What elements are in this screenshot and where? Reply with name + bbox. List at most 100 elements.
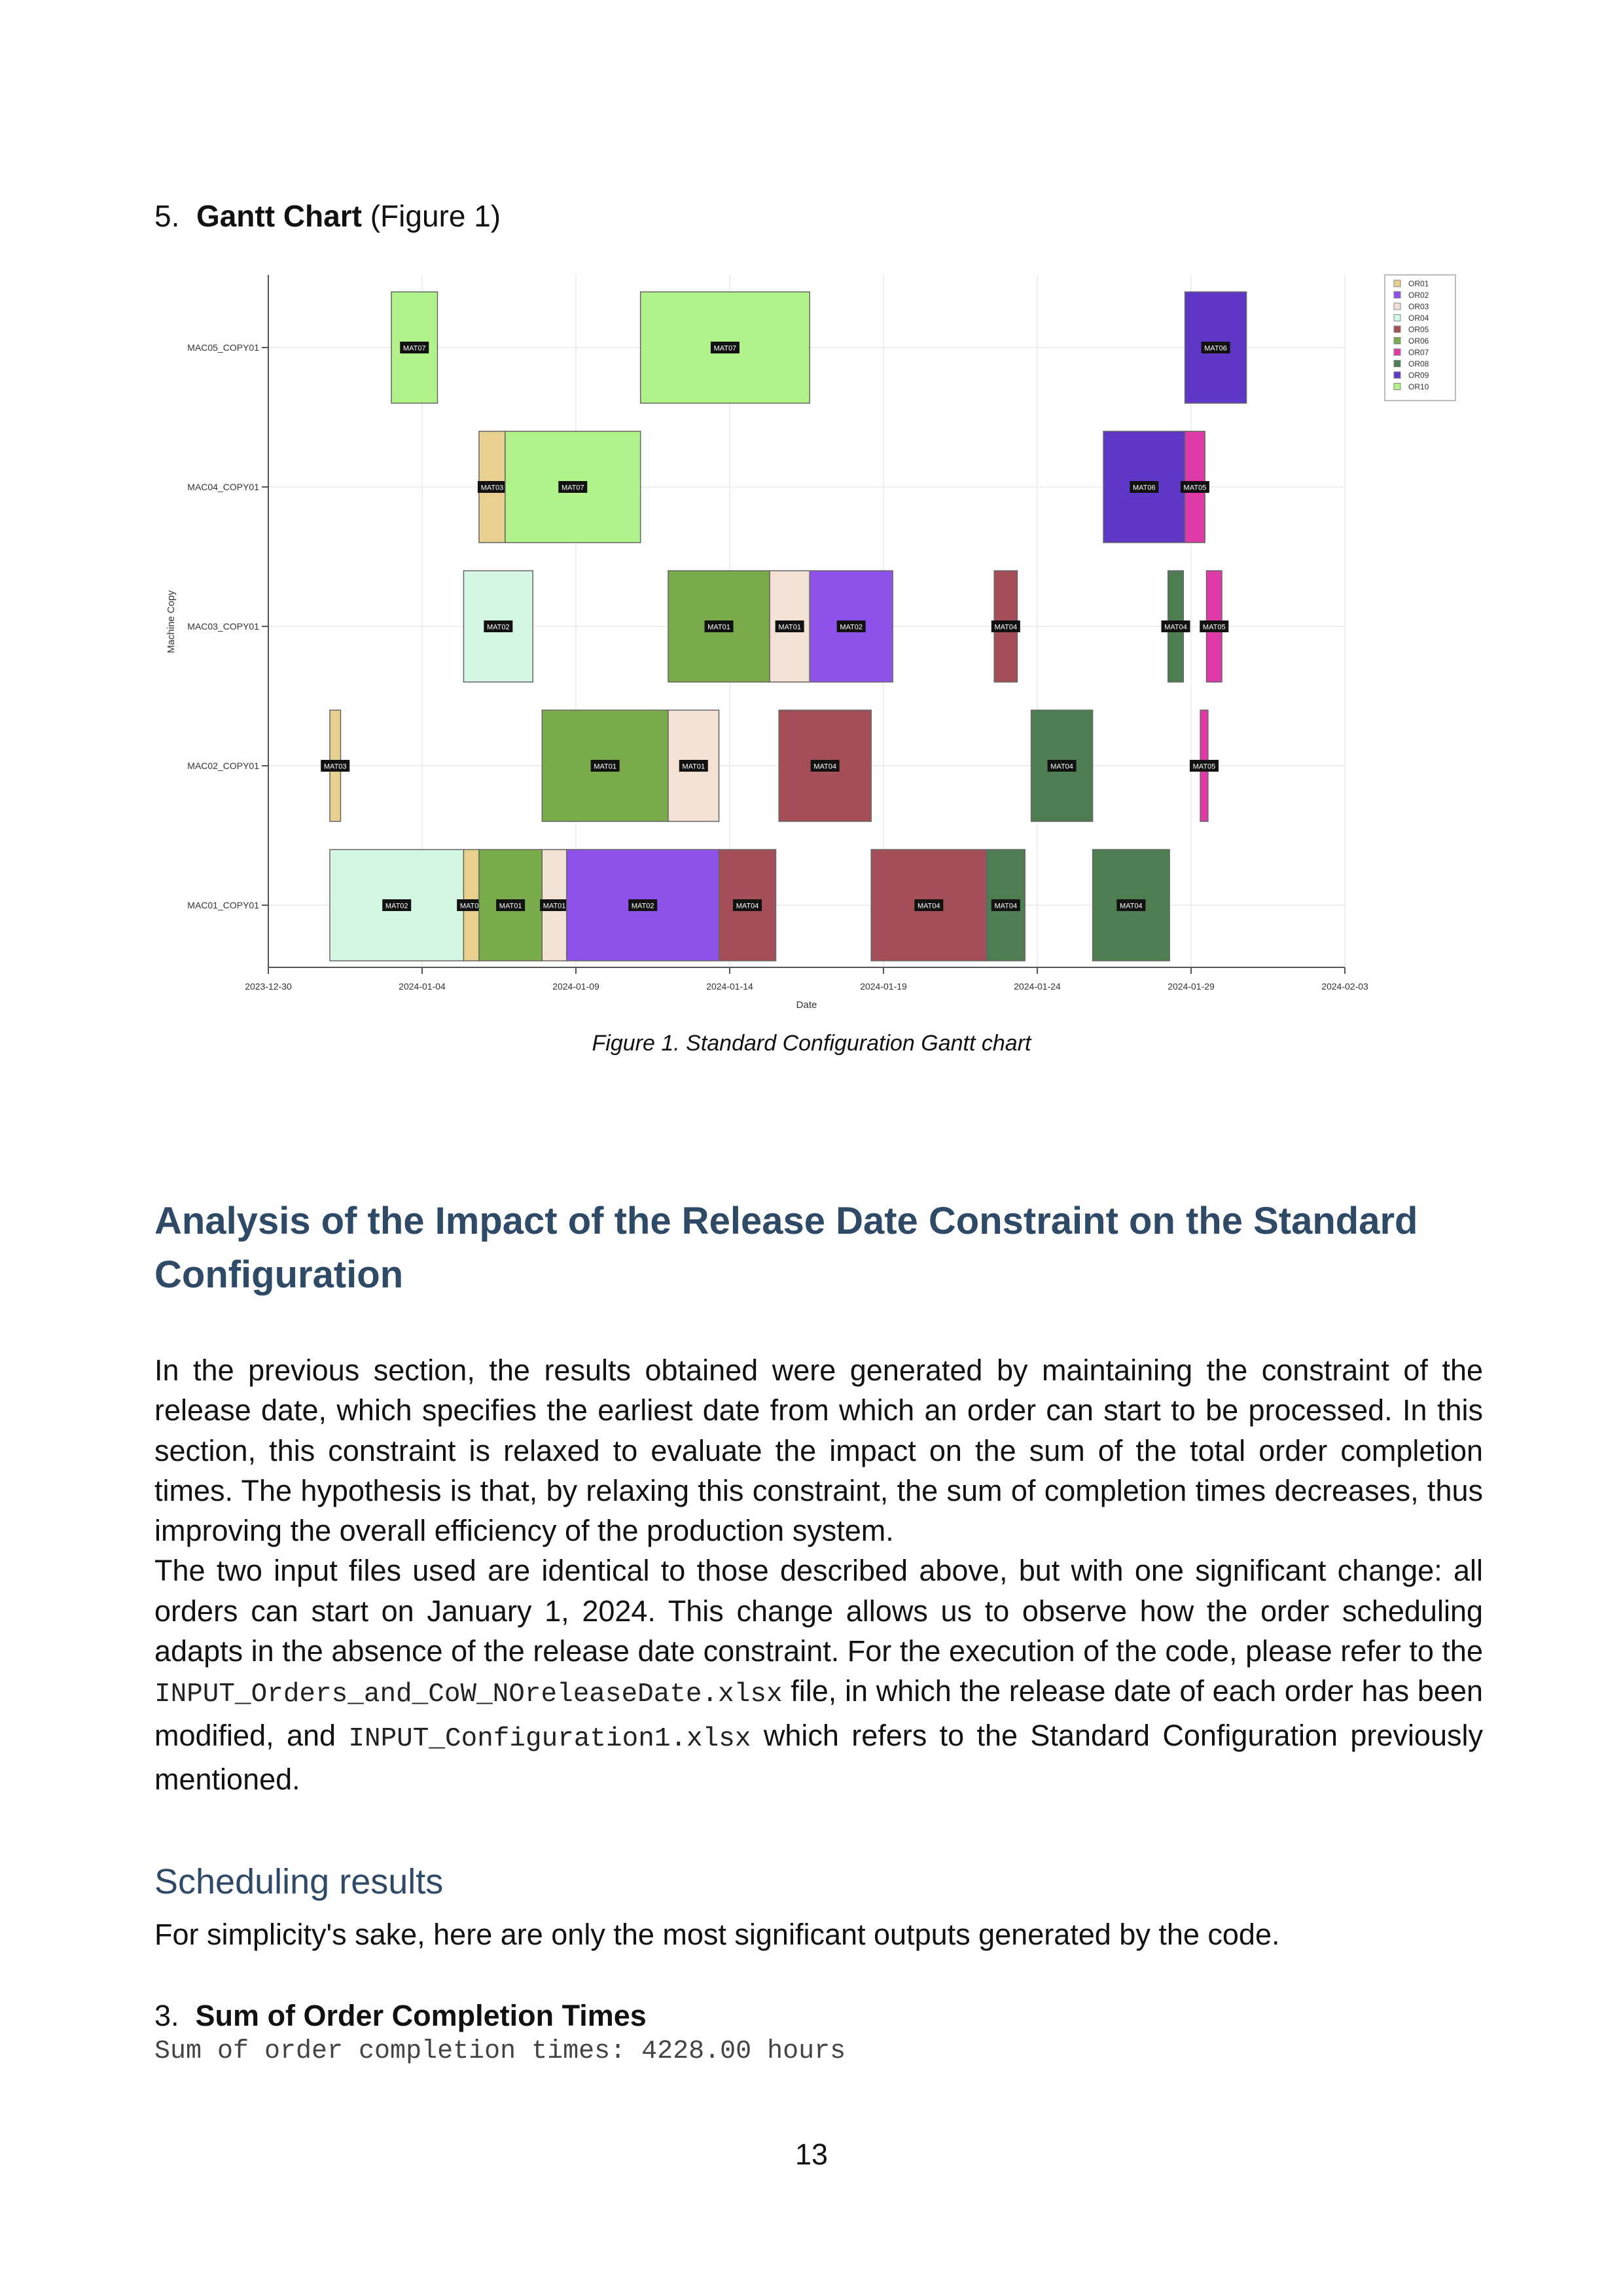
task-label-box	[991, 899, 1020, 911]
legend-label: OR10	[1408, 382, 1429, 391]
gantt-section-heading: 5. Gantt Chart (Figure 1)	[154, 196, 501, 236]
task-label-box	[914, 899, 944, 911]
gantt-task: MAT01	[769, 570, 810, 683]
task-label: MAT01	[594, 763, 616, 771]
y-tick-label: MAC04_COPY01	[187, 482, 259, 492]
section-title: Gantt Chart	[196, 199, 362, 233]
paragraph-1: In the previous section, the results obt…	[154, 1354, 1483, 1548]
task-label-box	[1189, 760, 1219, 772]
x-tick-label: 2024-02-03	[1321, 981, 1368, 992]
task-label: MAT01	[682, 763, 705, 771]
legend-swatch	[1393, 348, 1401, 356]
task-label: MAT07	[562, 484, 584, 492]
task-label: MAT04	[995, 624, 1018, 632]
legend-item: OR10	[1393, 382, 1429, 391]
task-label: MAT01	[499, 903, 522, 910]
task-label: MAT03	[460, 903, 483, 910]
gantt-task: MAT02	[329, 849, 465, 961]
task-label-box	[836, 620, 866, 632]
legend-item: OR04	[1393, 314, 1429, 323]
task-label-box	[540, 899, 569, 911]
legend-swatch	[1393, 325, 1401, 333]
task-label: MAT05	[1193, 763, 1216, 771]
task-label: MAT02	[487, 624, 510, 632]
task-label-box	[775, 620, 804, 632]
task-label: MAT04	[918, 903, 940, 910]
legend-label: OR05	[1408, 325, 1429, 334]
section-title: Sum of Order Completion Times	[195, 1999, 647, 2032]
legend-swatch	[1393, 371, 1401, 379]
y-tick-label: MAC05_COPY01	[187, 342, 259, 353]
legend-swatch	[1393, 360, 1401, 367]
task-label: MAT04	[1164, 624, 1187, 632]
task-label-box	[1047, 760, 1077, 772]
task-label: MAT05	[1203, 624, 1226, 632]
legend-label: OR09	[1408, 371, 1429, 380]
simplicity-note: For simplicity's sake, here are only the…	[154, 1918, 1280, 1951]
task-label: MAT06	[1133, 484, 1156, 492]
legend-swatch	[1393, 337, 1401, 344]
gantt-task: MAT04	[991, 570, 1020, 683]
section-heading: Analysis of the Impact of the Release Da…	[154, 1200, 1418, 1296]
gantt-task: MAT01	[668, 709, 720, 822]
gantt-task: MAT04	[1092, 849, 1170, 961]
gantt-task: MAT07	[391, 291, 438, 404]
task-label: MAT04	[736, 903, 759, 910]
gantt-task: MAT03	[477, 431, 507, 543]
gantt-task: MAT05	[1180, 431, 1209, 543]
filename-orders: INPUT_Orders_and_CoW_NOreleaseDate.xlsx	[154, 1679, 783, 1710]
gantt-task: MAT06	[1103, 431, 1186, 543]
completion-times-heading: 3. Sum of Order Completion Times	[154, 1996, 647, 2036]
legend-item: OR06	[1393, 336, 1429, 346]
task-label-box	[679, 760, 708, 772]
task-label-box	[1116, 899, 1146, 911]
legend-swatch	[1393, 302, 1401, 310]
task-label: MAT04	[995, 903, 1018, 910]
task-label: MAT05	[1184, 484, 1207, 492]
legend-swatch	[1393, 383, 1401, 390]
x-tick-label: 2023-12-30	[245, 981, 292, 992]
x-tick-label: 2024-01-09	[552, 981, 599, 992]
task-label: MAT01	[707, 624, 730, 632]
task-label-box	[558, 481, 588, 493]
chart-axes: 2023-12-30 2024-01-04 2024-01-09 2024-01-14…	[166, 275, 1368, 1011]
body-text: In the previous section, the results obt…	[154, 1350, 1483, 1799]
task-label-box	[590, 760, 620, 772]
task-label-box	[321, 760, 350, 772]
task-label-box	[704, 620, 734, 632]
task-label: MAT04	[1050, 763, 1073, 771]
legend-swatch	[1393, 279, 1401, 287]
gantt-task: MAT06	[1184, 291, 1247, 404]
gantt-task: MAT05	[1200, 570, 1229, 683]
x-tick-label: 2024-01-19	[860, 981, 907, 992]
task-label-box	[628, 899, 658, 911]
task-label: MAT02	[632, 903, 654, 910]
gantt-bar	[809, 570, 893, 683]
gantt-task: MAT04	[870, 849, 988, 961]
task-label: MAT04	[1120, 903, 1143, 910]
y-tick-label: MAC03_COPY01	[187, 621, 259, 632]
task-label-box	[710, 342, 740, 353]
section-number: 5.	[154, 199, 180, 233]
legend-label: OR02	[1408, 291, 1429, 300]
gantt-chart: 2023-12-30 2024-01-04 2024-01-09 2024-01-14…	[166, 274, 1456, 1011]
gantt-task: MAT04	[986, 849, 1026, 961]
legend-item: OR01	[1393, 279, 1429, 289]
legend-item: OR05	[1393, 325, 1429, 334]
legend-item: OR08	[1393, 359, 1429, 368]
gantt-task: MAT04	[718, 849, 777, 961]
gantt-task: MAT04	[1030, 709, 1094, 822]
gantt-task: MAT03	[321, 709, 350, 822]
gantt-task: MAT01	[541, 709, 669, 822]
chart-bars: MAT07 MAT07 MAT06 MAT03 MAT07 MAT06 MAT05 MAT02…	[321, 291, 1247, 961]
task-label: MAT06	[1204, 345, 1227, 353]
gantt-task: MAT01	[540, 849, 569, 961]
task-label: MAT07	[714, 345, 737, 353]
task-label: MAT04	[813, 763, 836, 771]
legend-label: OR04	[1408, 314, 1429, 323]
task-label: MAT07	[403, 345, 426, 353]
task-label-box	[1200, 620, 1229, 632]
y-tick-label: MAC02_COPY01	[187, 761, 259, 771]
x-tick-label: 2024-01-14	[706, 981, 753, 992]
legend-swatch	[1393, 314, 1401, 321]
